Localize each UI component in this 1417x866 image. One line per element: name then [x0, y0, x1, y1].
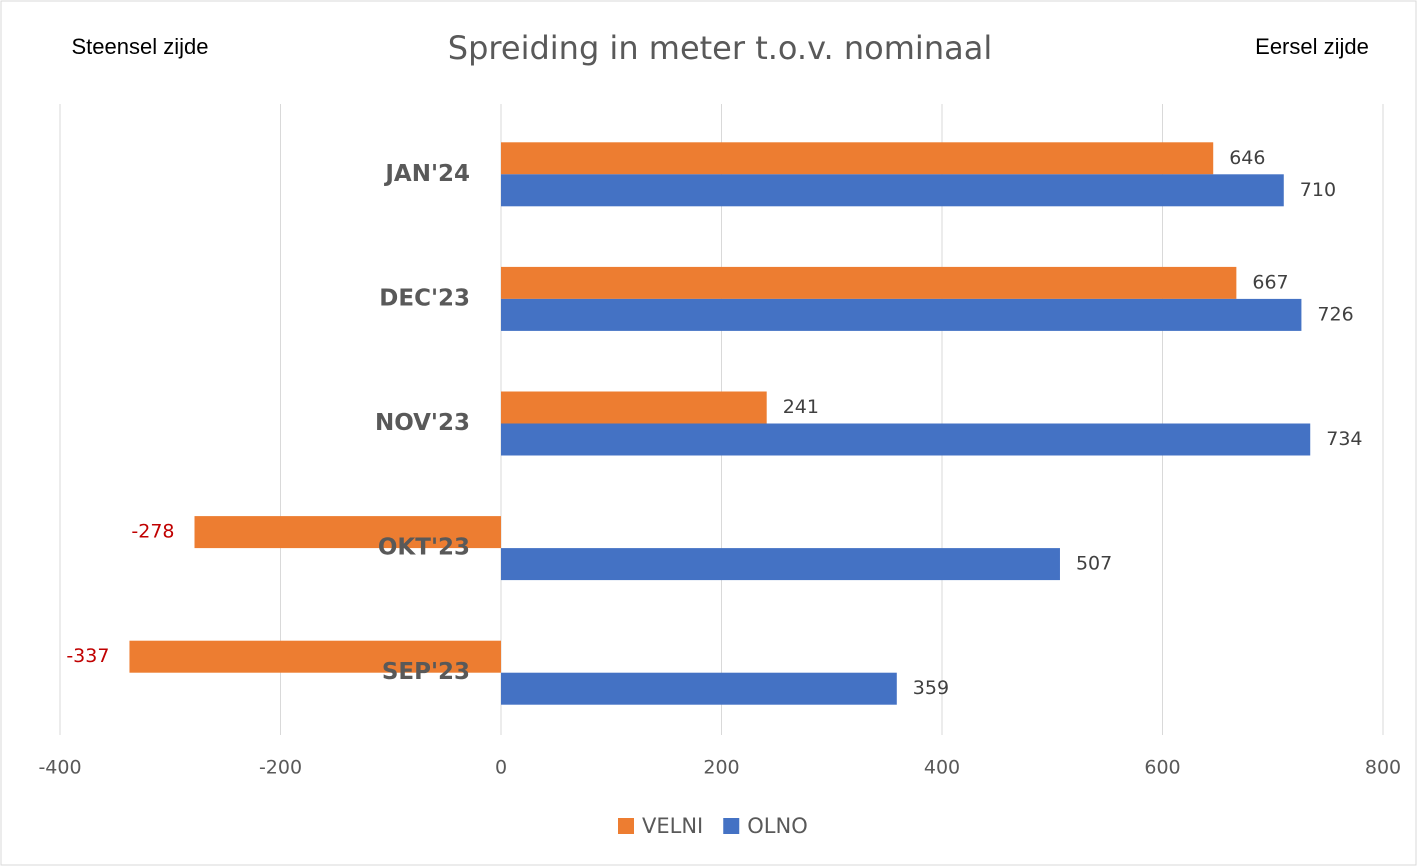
data-label: -278: [131, 521, 174, 543]
legend-swatch: [618, 818, 634, 834]
data-label: 710: [1300, 179, 1336, 201]
data-label: 734: [1326, 428, 1362, 450]
bar: [501, 266, 1237, 299]
x-tick-label: 400: [924, 757, 960, 779]
x-tick-label: 800: [1365, 757, 1401, 779]
bar: [501, 423, 1311, 456]
legend-label: VELNI: [642, 814, 703, 838]
bar: [501, 391, 767, 424]
chart-title: Spreiding in meter t.o.v. nominaal: [448, 29, 992, 67]
x-tick-label: 600: [1144, 757, 1180, 779]
legend-swatch: [723, 818, 740, 834]
bar: [501, 142, 1214, 175]
bar: [501, 548, 1060, 581]
x-tick-label: -400: [38, 757, 81, 779]
category-label: NOV'23: [375, 410, 470, 436]
category-label: SEP'23: [382, 659, 470, 685]
category-label: JAN'24: [383, 161, 470, 187]
bar: [129, 640, 501, 673]
legend-label: OLNO: [747, 814, 807, 838]
bar: [501, 298, 1302, 331]
bar: [194, 516, 501, 549]
data-label: 667: [1252, 271, 1288, 293]
x-tick-label: 200: [703, 757, 739, 779]
data-label: 646: [1229, 147, 1265, 169]
category-label: OKT'23: [378, 535, 470, 561]
left-annotation: Steensel zijde: [72, 34, 209, 59]
right-annotation: Eersel zijde: [1255, 34, 1369, 59]
x-tick-label: -200: [259, 757, 302, 779]
bar: [501, 174, 1284, 207]
data-label: -337: [66, 645, 109, 667]
category-label: DEC'23: [379, 285, 470, 311]
bar: [501, 672, 897, 705]
x-tick-label: 0: [495, 757, 507, 779]
data-label: 726: [1317, 303, 1353, 325]
data-label: 241: [783, 396, 819, 418]
data-label: 507: [1076, 553, 1112, 575]
data-label: 359: [913, 677, 949, 699]
